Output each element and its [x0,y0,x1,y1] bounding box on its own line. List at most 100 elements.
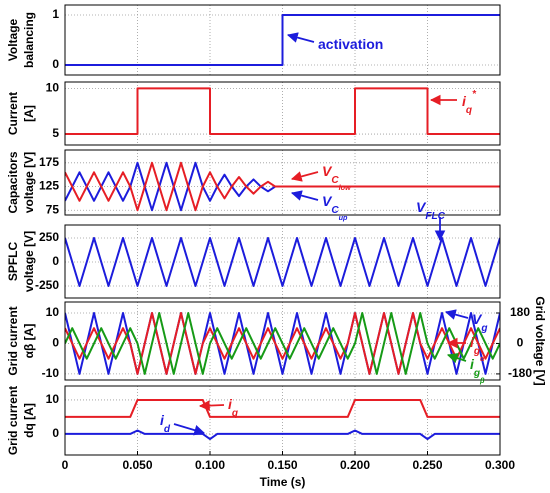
label-part: q [232,408,238,419]
series-line [65,429,500,441]
label-part: g [480,323,487,334]
y-tick-label: 10 [46,81,60,95]
y-tick-label: 10 [46,392,60,406]
y-axis-label: Capacitors [6,151,20,213]
y-tick-label: 175 [39,155,59,169]
annotation: Vg [472,311,488,334]
label-part: * [472,89,477,100]
subscript: gβ [473,368,485,385]
y-tick-label: 10 [46,305,60,319]
y2-axis-label: Grid voltage [V] [533,296,547,385]
plot-frame [64,81,501,146]
x-tick-label: 0.200 [340,458,370,472]
x-tick-label: 0.150 [267,458,297,472]
subscript: Clow [331,175,352,192]
plot-frame [64,4,501,76]
annotation: iq* [462,89,477,116]
label-part: V [416,199,427,215]
series-line [65,87,500,136]
label-part: α [480,354,485,363]
label-part: C [331,205,339,216]
annotation: VClow [322,163,352,192]
label-part: g [473,346,480,357]
label-part: i [470,334,475,350]
y-axis-label: [A] [22,105,36,122]
label-part: FLC [425,211,445,222]
label-part: g [473,368,480,379]
subscript: Cup [331,205,348,222]
annotation: igβ [470,356,485,385]
annotation: id [160,412,171,435]
label-part: V [322,193,333,209]
series-line [65,311,500,375]
subscript: β [479,376,485,385]
y-tick-label: 0 [52,57,59,71]
series-line [65,14,500,66]
subscript: FLC [425,211,445,222]
y-axis-label: αβ [A] [22,324,36,359]
subscript: q [232,408,238,419]
x-tick-label: 0.100 [195,458,225,472]
subscript: up [339,213,348,222]
annotation-arrow [290,171,319,182]
series-line [65,161,500,212]
y-axis-label: dq [A] [22,403,36,438]
y2-tick-label: 0 [517,336,524,350]
plot-frame [64,149,501,216]
label-part: d [164,424,171,435]
x-axis-label: Time (s) [260,475,306,489]
subscript: α [480,354,485,363]
y-axis-label: Grid current [6,386,20,455]
label-part: i [462,93,467,109]
plot-frame [64,385,501,456]
y-tick-label: 0 [52,336,59,350]
y-axis-label: balancing [22,12,36,68]
y-tick-label: 125 [39,179,59,193]
x-tick-label: 0.050 [122,458,152,472]
plot-frame [64,301,501,381]
y2-tick-label: -180 [508,366,532,380]
y-tick-label: -10 [42,366,60,380]
annotation-arrow [173,423,206,436]
label-part: C [331,175,339,186]
y-axis-label: Voltage [6,18,20,61]
annotation: VCup [322,193,348,222]
label-part: V [472,311,483,327]
subscript: d [164,424,171,435]
label-part: β [479,376,485,385]
y2-tick-label: 180 [510,305,530,319]
y-axis-label: SPFLC [6,242,20,282]
label-part: activation [318,36,383,52]
series-line [65,236,500,287]
label-part: i [160,412,165,428]
annotation: iq [228,396,238,419]
annotation-arrow [444,309,469,320]
subscript: low [339,183,352,192]
plot-background [65,386,500,455]
annotation: activation [318,36,383,52]
y-axis-label: voltage [V] [22,152,36,213]
y-axis-label: Current [6,92,20,135]
label-part: V [322,163,333,179]
series-line [65,311,500,375]
series-line [65,398,500,418]
y-tick-label: 1 [52,7,59,21]
x-tick-label: 0.250 [412,458,442,472]
plot-frame [64,224,501,299]
y-tick-label: 0 [52,426,59,440]
annotation-arrow [446,352,467,364]
y-axis-label: voltage [V] [22,231,36,292]
label-part: i [228,396,233,412]
subscript: gα [473,346,485,363]
annotation-arrow [290,190,319,201]
y-tick-label: 0 [52,254,59,268]
annotation: VFLC [416,199,446,222]
x-tick-label: 0.300 [485,458,515,472]
y-tick-label: -250 [35,278,59,292]
y-axis-label: Grid current [6,306,20,375]
label-part: up [339,213,348,222]
label-part: q [466,105,472,116]
label-part: low [339,183,352,192]
subscript: q [466,105,472,116]
